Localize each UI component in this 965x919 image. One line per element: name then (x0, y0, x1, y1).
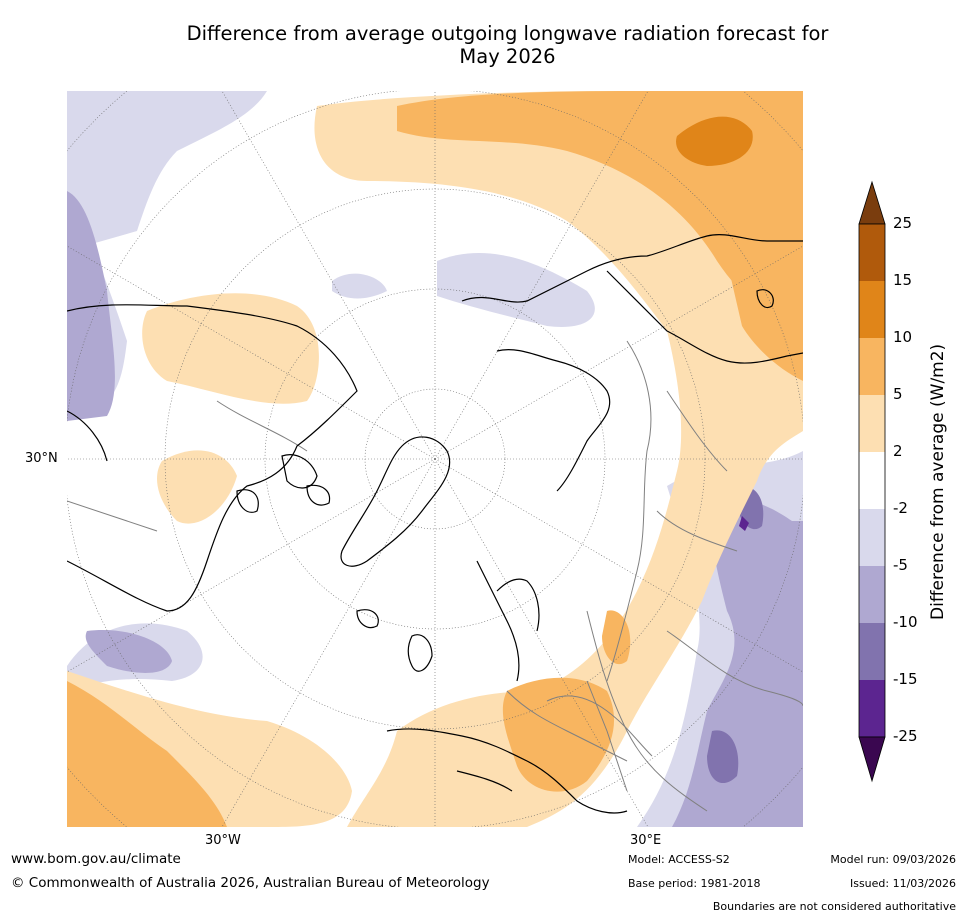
lat-label-30n: 30°N (25, 451, 58, 466)
olr-negative-medium (67, 191, 803, 827)
lon-label-30w: 30°W (205, 833, 241, 848)
colorbar-bin-5-10 (859, 338, 885, 395)
colorbar-tick: -25 (893, 727, 918, 745)
colorbar-tick: 2 (893, 442, 903, 460)
country-borders (67, 340, 803, 812)
colorbar-tick: 15 (893, 271, 913, 289)
europe-coast (386, 728, 628, 814)
colorbar-bin-10-15 (859, 281, 885, 338)
colorbar-extend-under (858, 736, 886, 783)
model-run-text: Model run: 09/03/2026 (830, 853, 956, 866)
chart-title: Difference from average outgoing longwav… (60, 22, 955, 68)
colorbar-tick: -2 (893, 499, 908, 517)
greenland-coast (340, 436, 451, 567)
disclaimer-text: Boundaries are not considered authoritat… (712, 900, 956, 913)
eurasia-coast (461, 234, 803, 492)
asia-coast (606, 270, 803, 364)
colorbar-extend-over (858, 180, 886, 225)
colorbar-bin-2-5 (859, 395, 885, 452)
title-line-2: May 2026 (459, 45, 556, 68)
north-america-coast (67, 304, 358, 612)
colorbar-tick: 5 (893, 385, 903, 403)
colorbar (858, 180, 886, 783)
colorbar-tick: -5 (893, 556, 908, 574)
graticule (67, 91, 803, 827)
olr-positive-dark (676, 116, 753, 166)
title-line-1: Difference from average outgoing longwav… (186, 22, 829, 45)
copyright-text: © Commonwealth of Australia 2026, Austra… (11, 875, 490, 891)
polar-map (67, 91, 803, 827)
colorbar-bin-m25-m15 (859, 680, 885, 737)
colorbar-bin-m15-m10 (859, 623, 885, 680)
lon-label-30e: 30°E (630, 833, 662, 848)
colorbar-bin-m5-m2 (859, 509, 885, 566)
issued-text: Issued: 11/03/2026 (849, 877, 956, 890)
colorbar-tick: -10 (893, 613, 918, 631)
scandinavia-coast (476, 560, 540, 682)
colorbar-tick: -15 (893, 670, 918, 688)
colorbar-tick: 25 (893, 214, 913, 232)
colorbar-tick: 10 (893, 328, 913, 346)
model-text: Model: ACCESS-S2 (628, 853, 730, 866)
uk-coast (407, 634, 433, 672)
olr-negative-darkest (739, 516, 749, 531)
coastlines (67, 234, 803, 814)
colorbar-label: Difference from average (W/m2) (928, 343, 948, 620)
colorbar-bin-m2-2 (859, 452, 885, 509)
colorbar-bin-m10-m5 (859, 566, 885, 623)
base-period-text: Base period: 1981-2018 (628, 877, 761, 890)
website-link[interactable]: www.bom.gov.au/climate (11, 851, 181, 867)
colorbar-bin-15-25 (859, 224, 885, 281)
